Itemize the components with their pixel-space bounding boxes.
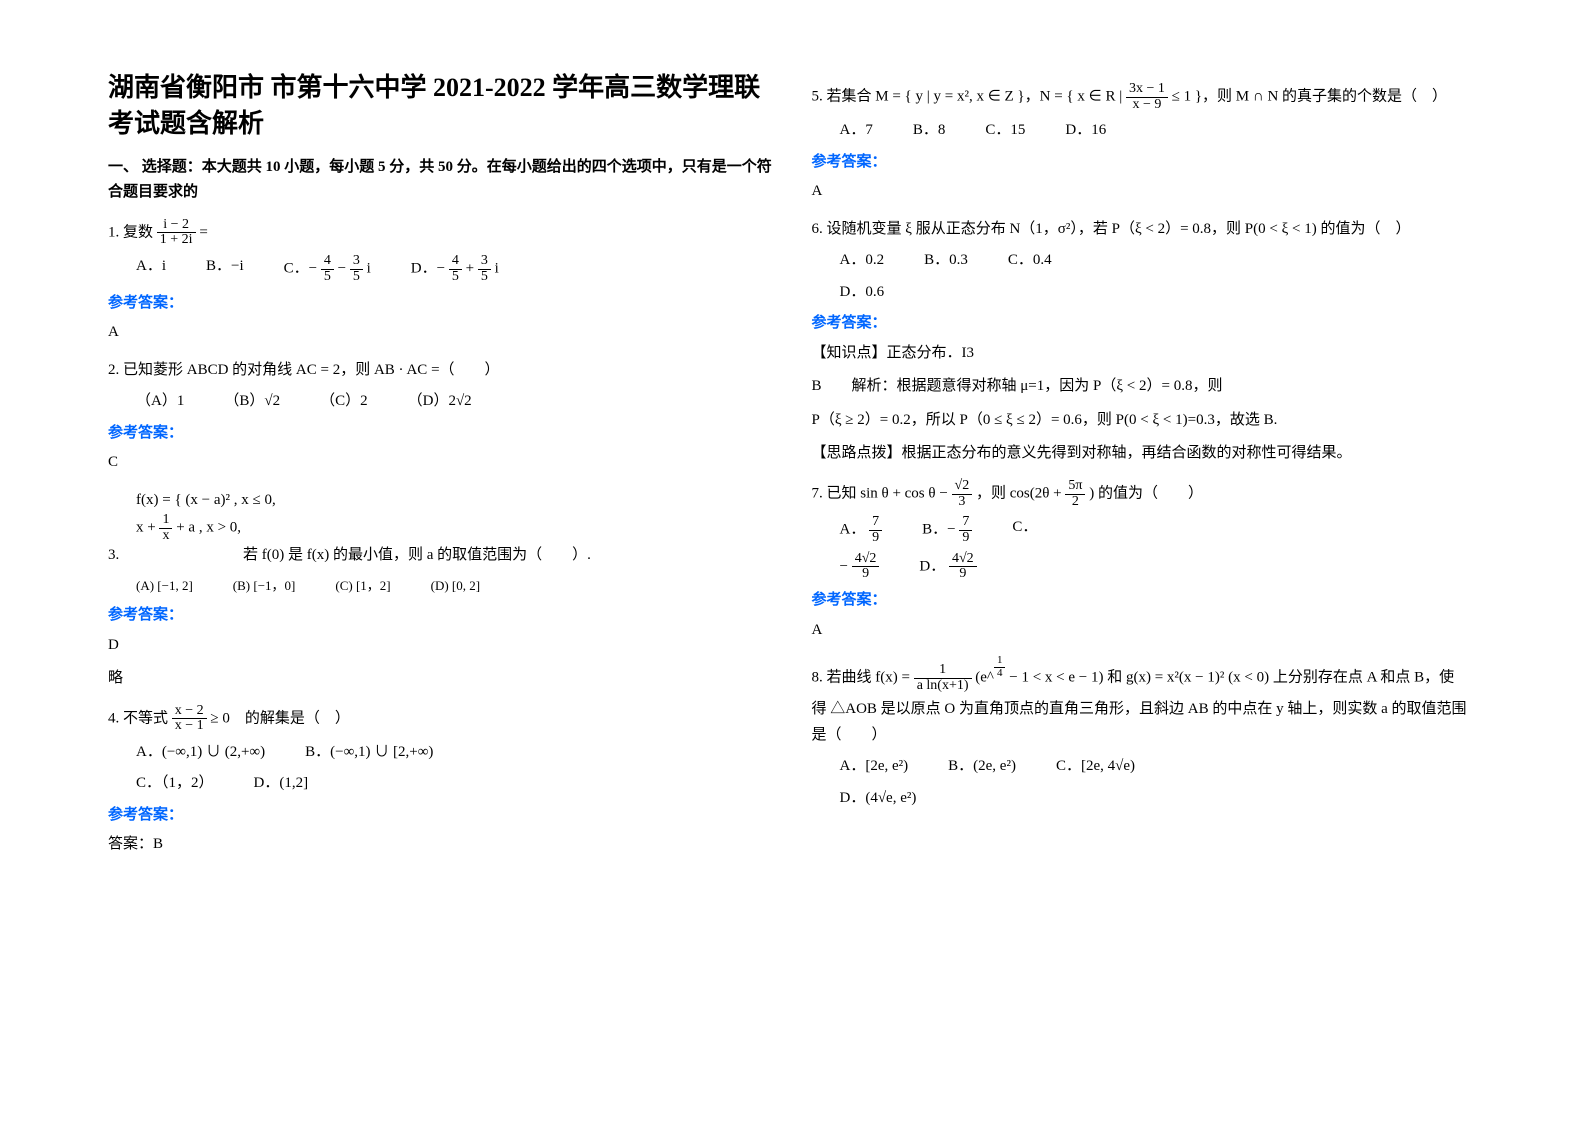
q3-tail: 若 f(0) 是 f(x) 的最小值，则 a 的取值范围为（ ）. [243, 547, 591, 563]
q8-opt-d: D．(4√e, e²) [840, 786, 917, 812]
question-4: 4. 不等式 x − 2x − 1 ≥ 0 的解集是（ ） [108, 704, 776, 734]
q2-opt-c: （C）2 [320, 389, 368, 415]
q7-opt-d: D． 4√29 [919, 552, 976, 582]
q5-opt-a: A．7 [840, 118, 873, 144]
q6-exp-1: B 解析：根据题意得对称轴 μ=1，因为 P（ξ < 2）= 0.8，则 [812, 374, 1480, 400]
q2-opt-b: （B）√2 [224, 389, 280, 415]
answer-label: 参考答案： [812, 588, 1480, 614]
q4-opt-d: D．(1,2] [254, 771, 309, 797]
q1-fraction: i − 2 1 + 2i [157, 218, 196, 248]
answer-label: 参考答案： [108, 803, 776, 829]
q6-kp: 【知识点】正态分布．I3 [812, 341, 1480, 367]
q3-opt-a: (A) [−1, 2] [136, 575, 193, 597]
q1-stem-suf: = [199, 224, 207, 240]
q5-answer: A [812, 179, 1480, 205]
q6-exp-2: P（ξ ≥ 2）= 0.2，所以 P（0 ≤ ξ ≤ 2）= 0.6，则 P(0… [812, 408, 1480, 434]
q3-note: 略 [108, 666, 776, 692]
q4-opt-a: A．(−∞,1) ∪ (2,+∞) [136, 740, 265, 766]
q6-opt-d: D．0.6 [840, 280, 885, 306]
q7-opt-c: C． [1012, 515, 1037, 545]
question-6: 6. 设随机变量 ξ 服从正态分布 N（1，σ²），若 P（ξ < 2）= 0.… [812, 217, 1480, 243]
q7-options-row1: A． 79 B．− 79 C． [840, 515, 1480, 545]
q7-options-row2: − 4√29 D． 4√29 [840, 552, 1480, 582]
answer-label: 参考答案： [812, 150, 1480, 176]
q8-opt-a: A．[2e, e²) [840, 754, 909, 780]
q3-answer: D [108, 633, 776, 659]
answer-label: 参考答案： [108, 291, 776, 317]
q2-opt-d: （D）2√2 [408, 389, 472, 415]
q6-options-row1: A．0.2 B．0.3 C．0.4 [840, 248, 1480, 274]
q1-opt-d: D．− 45 + 35 i [411, 254, 499, 284]
q8-opt-c: C．[2e, 4√e) [1056, 754, 1135, 780]
question-2: 2. 已知菱形 ABCD 的对角线 AC = 2，则 AB · AC =（ ） [108, 358, 776, 384]
q3-fx-1: f(x) = { (x − a)² , x ≤ 0, [136, 488, 776, 514]
q5-opt-c: C．15 [985, 118, 1025, 144]
q6-opt-c: C．0.4 [1008, 248, 1052, 274]
q6-opt-b: B．0.3 [924, 248, 968, 274]
q4-opt-b: B．(−∞,1) ∪ [2,+∞) [305, 740, 433, 766]
q7-opt-a: A． 79 [840, 515, 883, 545]
q5-options: A．7 B．8 C．15 D．16 [840, 118, 1480, 144]
q6-options-row2: D．0.6 [840, 280, 1480, 306]
q5-opt-b: B．8 [913, 118, 946, 144]
question-3: f(x) = { (x − a)² , x ≤ 0, x + 1x + a , … [108, 488, 776, 569]
q8-options-row1: A．[2e, e²) B．(2e, e²) C．[2e, 4√e) [840, 754, 1480, 780]
q1-opt-b: B．−i [206, 254, 244, 284]
q3-fx-2: x + 1x + a , x > 0, [136, 513, 776, 543]
q7-opt-b: B．− 79 [922, 515, 972, 545]
answer-label: 参考答案： [108, 421, 776, 447]
q7-opt-cx: − 4√29 [840, 552, 880, 582]
q2-answer: C [108, 450, 776, 476]
q7-answer: A [812, 618, 1480, 644]
q6-exp-3: 【思路点拨】根据正态分布的意义先得到对称轴，再结合函数的对称性可得结果。 [812, 441, 1480, 467]
q4-opt-c: C．（1，2） [136, 771, 214, 797]
q8-options-row2: D．(4√e, e²) [840, 786, 1480, 812]
q3-opt-d: (D) [0, 2] [431, 575, 480, 597]
q2-options: （A）1 （B）√2 （C）2 （D）2√2 [136, 389, 776, 415]
q1-opt-a: A．i [136, 254, 166, 284]
q1-opt-c: C．− 45 − 35 i [284, 254, 371, 284]
q8-line2: 得 △AOB 是以原点 O 为直角顶点的直角三角形，且斜边 AB 的中点在 y … [812, 697, 1480, 748]
q1-stem-pre: 1. 复数 [108, 224, 153, 240]
q3-opt-b: (B) [−1，0] [233, 575, 296, 597]
answer-label: 参考答案： [812, 311, 1480, 337]
question-8: 8. 若曲线 f(x) = 1a ln(x+1) (e^14 − 1 < x <… [812, 655, 1480, 693]
q3-num: 3. [108, 547, 119, 563]
q3-options: (A) [−1, 2] (B) [−1，0] (C) [1，2] (D) [0,… [136, 575, 776, 597]
question-1: 1. 复数 i − 2 1 + 2i = [108, 218, 776, 248]
q1-answer: A [108, 320, 776, 346]
doc-title: 湖南省衡阳市 市第十六中学 2021-2022 学年高三数学理联考试题含解析 [108, 70, 776, 143]
question-7: 7. 已知 sin θ + cos θ − √23 ，则 cos(2θ + 5π… [812, 479, 1480, 509]
q6-opt-a: A．0.2 [840, 248, 885, 274]
q4-answer: 答案：B [108, 832, 776, 858]
q8-opt-b: B．(2e, e²) [948, 754, 1016, 780]
q1-options: A．i B．−i C．− 45 − 35 i D．− 45 + 35 i [136, 254, 776, 284]
q2-opt-a: （A）1 [136, 389, 184, 415]
section-header: 一、 选择题：本大题共 10 小题，每小题 5 分，共 50 分。在每小题给出的… [108, 155, 776, 206]
q4-options-row2: C．（1，2） D．(1,2] [136, 771, 776, 797]
q3-opt-c: (C) [1，2] [335, 575, 390, 597]
q5-opt-d: D．16 [1065, 118, 1106, 144]
answer-label: 参考答案： [108, 603, 776, 629]
q4-options-row1: A．(−∞,1) ∪ (2,+∞) B．(−∞,1) ∪ [2,+∞) [136, 740, 776, 766]
question-5: 5. 若集合 M = { y | y = x², x ∈ Z }，N = { x… [812, 82, 1480, 112]
